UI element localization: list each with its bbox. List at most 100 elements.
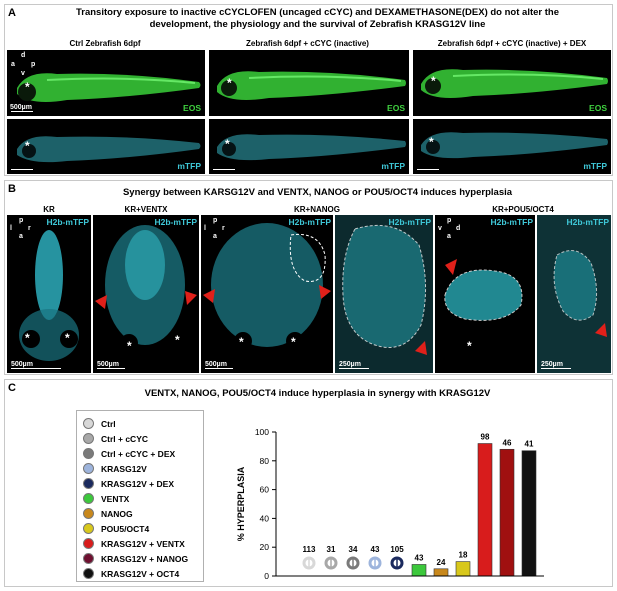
larva-mtfp-svg xyxy=(217,134,406,161)
panel-a-title: Transitory exposure to inactive cCYCLOFE… xyxy=(25,7,610,31)
group-title-kr-ventx: KR+VENTX xyxy=(124,205,168,214)
dashed-outline xyxy=(289,233,326,282)
mtfp-tag: mTFP xyxy=(177,161,201,171)
col-title-ccyc: Zebrafish 6dpf + cCYC (inactive) xyxy=(246,39,369,48)
panel-b: B Synergy between KARSG12V and VENTX, NA… xyxy=(4,180,613,375)
panel-b-title: Synergy between KARSG12V and VENTX, NANO… xyxy=(122,187,513,198)
bar xyxy=(499,448,515,577)
b-image-kr-nanog-zoom-svg xyxy=(335,215,433,373)
red-arrowhead xyxy=(95,295,107,309)
scale-bar xyxy=(11,169,33,170)
scale-bar xyxy=(11,111,33,112)
bar-n-label: 46 xyxy=(503,438,512,447)
eos-image-ccyc-dex: * EOS xyxy=(413,50,611,116)
eye-marker-star: * xyxy=(429,135,434,149)
panel-c-title: VENTX, NANOG, POU5/OCT4 induce hyperplas… xyxy=(144,388,491,399)
orient-a: a xyxy=(19,233,23,240)
orientation-compass: d a p v xyxy=(9,52,39,78)
legend-label: VENTX xyxy=(101,493,130,504)
eye-marker-star: * xyxy=(467,339,472,353)
b-image-kr-oct4-zoom-svg xyxy=(537,215,611,373)
bar-n-label: 43 xyxy=(415,553,424,562)
eos-tag: EOS xyxy=(589,103,607,113)
h2b-mtfp-tag: H2b-mTFP xyxy=(388,217,432,227)
legend-label: Ctrl xyxy=(101,418,116,429)
larva-eos-svg xyxy=(17,73,201,102)
orient-v: v xyxy=(438,225,442,232)
legend-label: KRASG12V + VENTX xyxy=(101,538,185,549)
h2b-mtfp-tag: H2b-mTFP xyxy=(566,217,610,227)
scale-label: 250µm xyxy=(541,361,563,368)
legend-item: KRASG12V + OCT4 xyxy=(83,566,179,581)
legend-item: NANOG xyxy=(83,506,133,521)
b-image-kr-nanog-svg xyxy=(203,223,331,350)
chart-legend: Ctrl Ctrl + cCYC Ctrl + cCYC + DEX KRASG12V… xyxy=(76,410,204,582)
legend-label: POU5/OCT4 xyxy=(101,523,150,534)
orient-d: d xyxy=(21,52,26,59)
hyperplasia-bar-chart: 0 20 40 60 80 100 % HYPERPLASIA 113 31 34 43 105 43 2… xyxy=(236,427,544,581)
eos-image-ctrl: * d a p v EOS 500µm xyxy=(7,50,205,116)
scale-label: 500µm xyxy=(11,361,33,368)
eye-marker-star: * xyxy=(239,335,244,349)
col-title-ctrl: Ctrl Zebrafish 6dpf xyxy=(69,39,141,48)
eye-marker-star: * xyxy=(25,139,30,153)
orientation-compass: p l r a xyxy=(9,217,35,243)
orient-r: r xyxy=(28,225,31,232)
orient-v: v xyxy=(21,70,25,77)
legend-item: KRASG12V xyxy=(83,461,147,476)
legend-swatch xyxy=(83,478,94,489)
orient-p: p xyxy=(447,217,452,224)
eye-marker-star: * xyxy=(25,331,30,345)
scale-label: 500µm xyxy=(10,104,32,111)
orientation-compass: p l r a xyxy=(203,217,229,243)
scale-bar xyxy=(213,169,235,170)
legend-swatch xyxy=(83,493,94,504)
legend-swatch xyxy=(83,463,94,474)
legend-swatch xyxy=(83,433,94,444)
legend-item: KRASG12V + DEX xyxy=(83,476,174,491)
y-tick-label: 100 xyxy=(255,427,269,437)
legend-swatch xyxy=(83,568,94,579)
mtfp-image-ctrl: * mTFP xyxy=(7,119,205,174)
b-image-kr-svg xyxy=(19,230,79,361)
h2b-mtfp-tag: H2b-mTFP xyxy=(46,217,90,227)
legend-item: Ctrl + cCYC xyxy=(83,431,148,446)
eye-marker-star: * xyxy=(291,335,296,349)
panel-b-label: B xyxy=(8,183,16,195)
eye-marker-star: * xyxy=(225,137,230,151)
y-axis-label: % HYPERPLASIA xyxy=(236,466,246,541)
b-image-kr-nanog-zoom: H2b-mTFP 250µm xyxy=(335,215,433,373)
b-image-kr: H2b-mTFP p l r a * * 500µm xyxy=(7,215,91,373)
red-arrowhead xyxy=(595,323,607,337)
b-image-kr-oct4-svg xyxy=(444,259,523,355)
orient-a: a xyxy=(11,61,15,68)
group-title-kr-oct4: KR+POU5/OCT4 xyxy=(492,205,554,214)
legend-swatch xyxy=(83,523,94,534)
mtfp-image-ccyc-dex: * mTFP xyxy=(413,119,611,174)
scale-label: 500µm xyxy=(205,361,227,368)
larva-mtfp-svg xyxy=(421,132,608,159)
orient-d: d xyxy=(456,225,461,232)
mtfp-image-ccyc: * mTFP xyxy=(209,119,409,174)
group-title-kr-nanog: KR+NANOG xyxy=(293,205,340,214)
red-arrowhead xyxy=(319,285,331,299)
scale-bar xyxy=(541,368,571,369)
orient-a: a xyxy=(213,233,217,240)
red-arrowhead xyxy=(445,259,457,275)
group-title-kr: KR xyxy=(43,205,55,214)
y-tick-label: 60 xyxy=(260,485,270,495)
y-tick-label: 20 xyxy=(260,542,270,552)
bar-n-label: 18 xyxy=(459,551,468,560)
orientation-compass: p v d a xyxy=(437,217,463,243)
orient-p: p xyxy=(19,217,24,224)
b-image-kr-oct4: H2b-mTFP p v d a * xyxy=(435,215,535,373)
scale-label: 500µm xyxy=(97,361,119,368)
eye-marker-star: * xyxy=(25,80,30,94)
legend-swatch xyxy=(83,553,94,564)
legend-label: NANOG xyxy=(101,508,133,519)
bar xyxy=(411,564,427,577)
h2b-mtfp-tag: H2b-mTFP xyxy=(288,217,332,227)
b-image-kr-oct4-zoom: H2b-mTFP 250µm xyxy=(537,215,611,373)
legend-label: KRASG12V + NANOG xyxy=(101,553,189,564)
legend-item: KRASG12V + VENTX xyxy=(83,536,185,551)
